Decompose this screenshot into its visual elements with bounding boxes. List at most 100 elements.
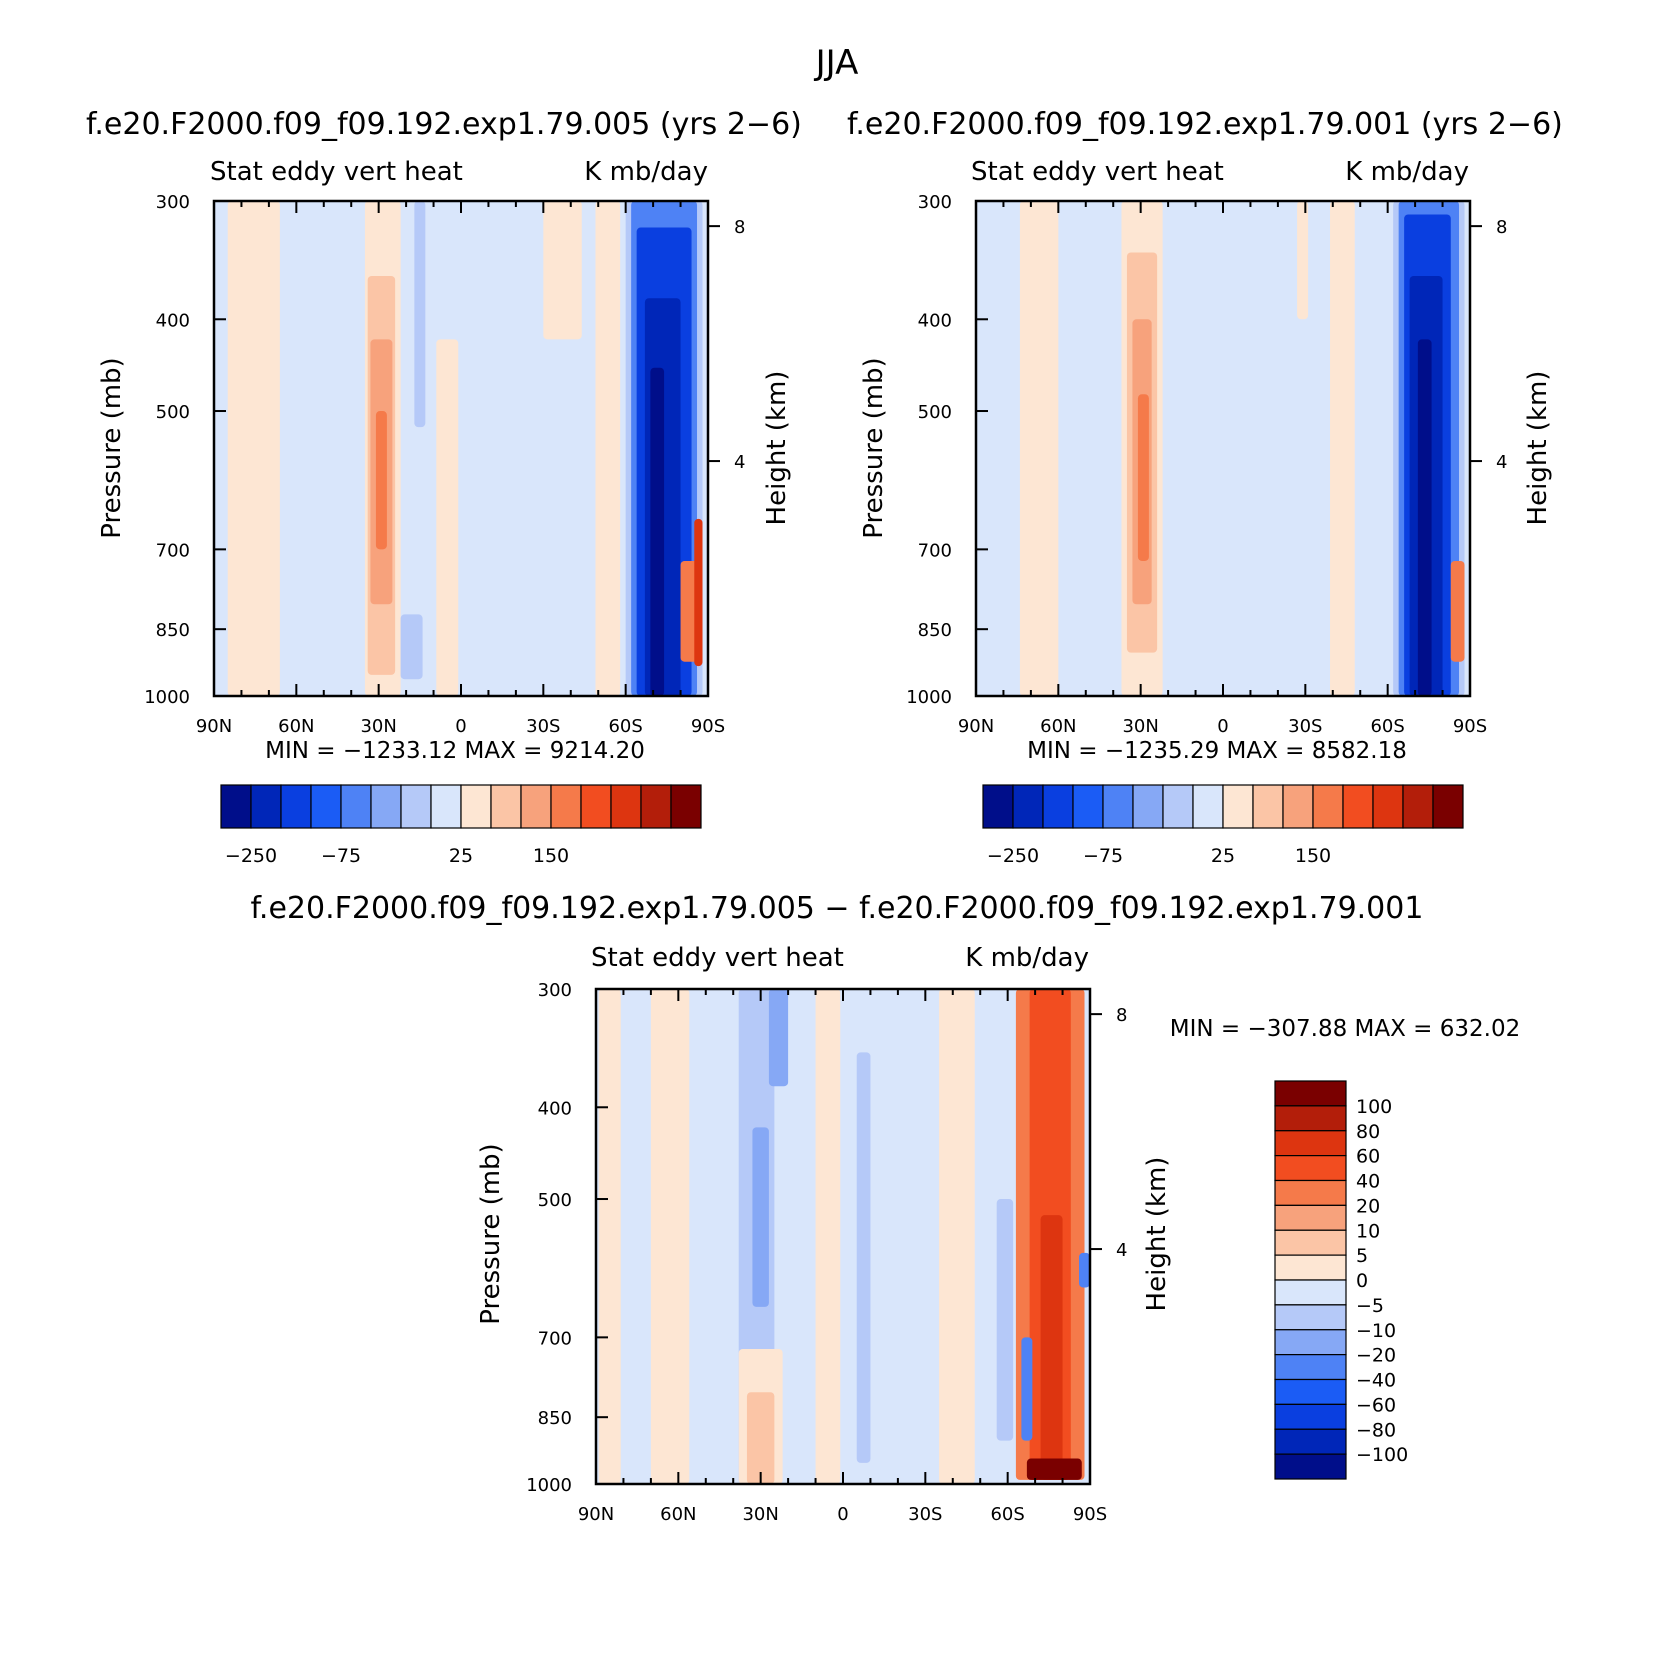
x-tick-label: 30S [1288, 716, 1322, 737]
panel-1-colorbar: −250 −75 25 150 [220, 784, 702, 867]
colorbar-box [1342, 784, 1374, 829]
panel-2-left-label: Stat eddy vert heat [971, 157, 1224, 187]
colorbar-box [1274, 1130, 1347, 1157]
colorbar-box [1274, 1354, 1347, 1381]
colorbar-box [1012, 784, 1044, 829]
colorbar-box [1274, 1378, 1347, 1405]
colorbar-box [1274, 1254, 1347, 1281]
panel-3-title: f.e20.F2000.f09_f09.192.exp1.79.005 − f.… [251, 891, 1424, 926]
x-tick-label: 60N [660, 1504, 696, 1525]
colorbar-box [280, 784, 312, 829]
x-tick-label: 60S [1370, 716, 1404, 737]
colorbar-box [490, 784, 522, 829]
colorbar-label: 60 [1356, 1146, 1380, 1168]
colorbar-label: −60 [1356, 1394, 1396, 1416]
panel-3-y2label: Height (km) [1142, 1157, 1172, 1312]
panel-2-ylabel: Pressure (mb) [859, 357, 889, 538]
colorbar-box [1274, 1080, 1347, 1107]
colorbar-box [640, 784, 672, 829]
y2-tick-label: 8 [1116, 1005, 1127, 1026]
field-region [1417, 339, 1432, 696]
colorbar-label: 10 [1356, 1220, 1380, 1242]
x-tick-label: 90N [196, 716, 232, 737]
colorbar-box [1162, 784, 1194, 829]
figure-title: JJA [814, 43, 859, 83]
x-tick-label: 90N [958, 716, 994, 737]
field-region [1019, 201, 1059, 696]
field-region [694, 518, 703, 667]
colorbar-box [1312, 784, 1344, 829]
panel-2-right-label: K mb/day [1345, 157, 1469, 187]
colorbar-box [370, 784, 402, 829]
colorbar-label: 5 [1356, 1245, 1368, 1267]
colorbar-box [1252, 784, 1284, 829]
x-tick-label: 90N [578, 1504, 614, 1525]
field-region [1021, 1337, 1033, 1441]
colorbar-label: −75 [1083, 845, 1123, 867]
panel-1-ylabel: Pressure (mb) [97, 357, 127, 538]
y-tick-label: 500 [156, 402, 190, 423]
panel-2-colorbar: −250 −75 25 150 [982, 784, 1464, 867]
colorbar-box [580, 784, 612, 829]
colorbar-label: −250 [225, 845, 277, 867]
y-tick-label: 500 [538, 1190, 572, 1211]
x-tick-label: 30S [908, 1504, 942, 1525]
colorbar-label: −10 [1356, 1320, 1396, 1342]
field-region [598, 989, 621, 1484]
colorbar-label: −20 [1356, 1345, 1396, 1367]
colorbar-box [1102, 784, 1134, 829]
panel-1: f.e20.F2000.f09_f09.192.exp1.79.005 (yrs… [86, 107, 802, 867]
x-tick-label: 0 [455, 716, 466, 737]
colorbar-box [550, 784, 582, 829]
panel-1-minmax: MIN = −1233.12 MAX = 9214.20 [265, 738, 645, 764]
panel-3-ylabel: Pressure (mb) [476, 1143, 506, 1324]
y-tick-label: 1000 [526, 1475, 572, 1496]
colorbar-label: −5 [1356, 1295, 1384, 1317]
field-region [1330, 201, 1355, 696]
panel-1-left-label: Stat eddy vert heat [210, 157, 463, 187]
field-region [1450, 560, 1465, 662]
x-tick-label: 30N [1122, 716, 1158, 737]
y2-tick-label: 8 [734, 217, 745, 238]
colorbar-label: 80 [1356, 1121, 1380, 1143]
field-region [650, 989, 690, 1484]
field-region [746, 1392, 775, 1484]
field-region [227, 201, 280, 696]
colorbar-box [1274, 1105, 1347, 1132]
field-region [996, 1199, 1014, 1441]
colorbar-label: 25 [449, 845, 473, 867]
colorbar-label: −40 [1356, 1370, 1396, 1392]
colorbar-box [250, 784, 282, 829]
field-region [1079, 1252, 1090, 1288]
field-region [543, 201, 582, 340]
colorbar-box [520, 784, 552, 829]
colorbar-box [610, 784, 642, 829]
field-region [375, 411, 387, 550]
colorbar-box [670, 784, 702, 829]
panel-2-field [976, 201, 1470, 696]
panel-1-title: f.e20.F2000.f09_f09.192.exp1.79.005 (yrs… [86, 107, 802, 142]
colorbar-box [1372, 784, 1404, 829]
panel-1-field [214, 201, 708, 696]
colorbar-box [340, 784, 372, 829]
panel-1-y2label: Height (km) [762, 371, 792, 526]
colorbar-box [982, 784, 1014, 829]
colorbar-label: 100 [1356, 1096, 1392, 1118]
panel-1-right-label: K mb/day [584, 157, 708, 187]
colorbar-box [1274, 1329, 1347, 1356]
colorbar-label: −250 [987, 845, 1039, 867]
panel-2: f.e20.F2000.f09_f09.192.exp1.79.001 (yrs… [847, 107, 1563, 867]
field-region [650, 367, 665, 696]
colorbar-box [1274, 1453, 1347, 1480]
colorbar-box [1274, 1155, 1347, 1182]
colorbar-box [1274, 1428, 1347, 1455]
colorbar-box [1432, 784, 1464, 829]
y-tick-label: 700 [538, 1328, 572, 1349]
colorbar-box [400, 784, 432, 829]
y-tick-label: 400 [918, 310, 952, 331]
x-tick-label: 60S [990, 1504, 1024, 1525]
panel-3-axes: 90N 60N 30N 0 30S 60S 90S 300 400 500 700 850 1000 8 4 [526, 980, 1127, 1525]
field-region [595, 201, 621, 696]
